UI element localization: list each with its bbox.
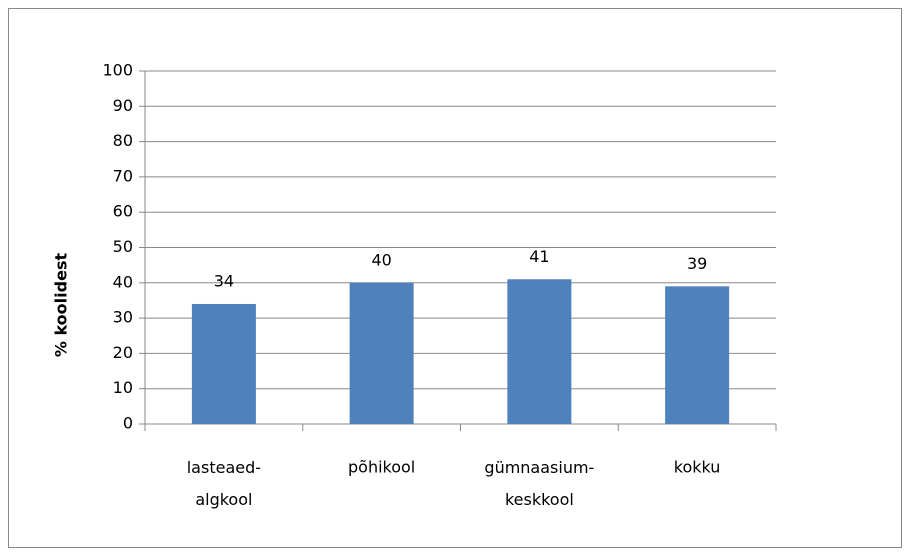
- data-label: 41: [529, 247, 549, 266]
- y-tick-label: 70: [113, 166, 133, 185]
- y-tick-label: 0: [123, 414, 133, 433]
- x-tick-label: põhikool: [348, 458, 415, 477]
- bar: [507, 279, 572, 424]
- y-tick-label: 20: [113, 343, 133, 362]
- chart-border: [8, 8, 902, 548]
- y-axis-label: % koolidest: [52, 253, 71, 358]
- bar: [191, 303, 256, 424]
- y-tick-label: 50: [113, 237, 133, 256]
- data-label: 34: [214, 271, 234, 290]
- bar: [349, 282, 414, 424]
- x-tick-label: kokku: [674, 458, 721, 477]
- y-tick-label: 100: [102, 61, 133, 80]
- bar: [665, 286, 730, 424]
- y-tick-label: 10: [113, 378, 133, 397]
- y-tick-label: 80: [113, 131, 133, 150]
- data-label: 40: [371, 250, 391, 269]
- x-tick-label: gümnaasium-keskkool: [484, 458, 594, 509]
- y-tick-label: 60: [113, 202, 133, 221]
- y-tick-label: 40: [113, 272, 133, 291]
- y-tick-label: 30: [113, 308, 133, 327]
- y-tick-label: 90: [113, 96, 133, 115]
- x-tick-label: lasteaed-algkool: [187, 458, 261, 509]
- data-label: 39: [687, 254, 707, 273]
